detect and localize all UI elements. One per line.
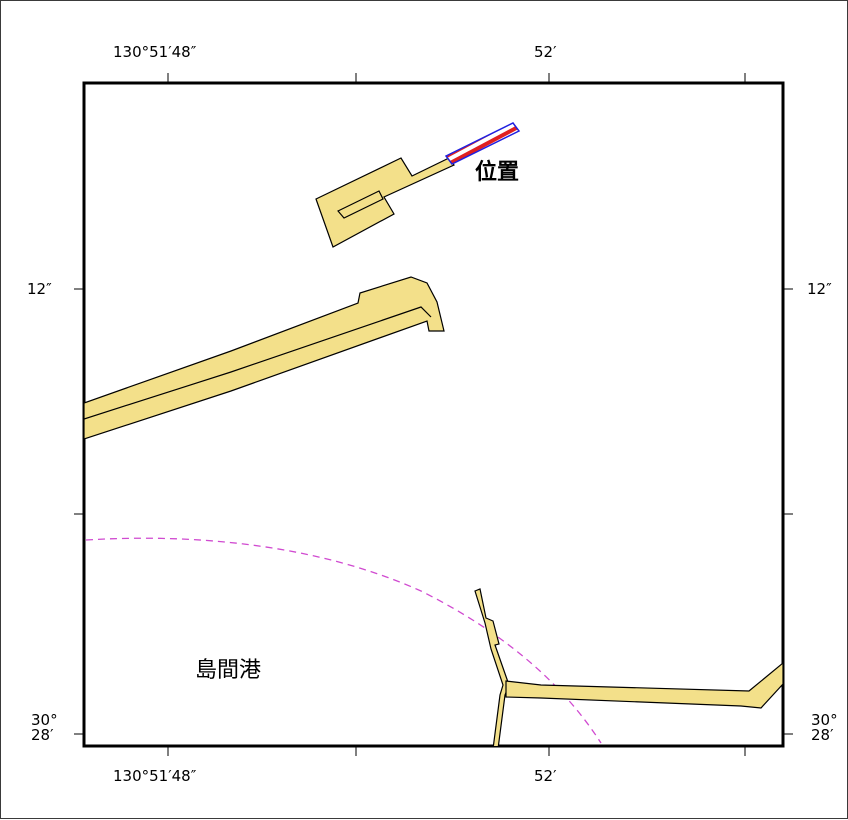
- position-label: 位置: [475, 160, 520, 185]
- upper-pier: [315, 157, 455, 248]
- long-breakwater-inner: [84, 306, 432, 420]
- coord-top-left: 130°51′48″: [113, 43, 197, 61]
- harbor-label: 島間港: [195, 658, 262, 683]
- coord-right-lower-deg: 30°: [811, 711, 838, 729]
- coord-right-lower-min: 28′: [811, 726, 834, 744]
- long-breakwater: [84, 276, 445, 440]
- lower-pier-vertical: [474, 588, 510, 746]
- tick-marks: [74, 73, 793, 756]
- coord-left-lower-min: 28′: [31, 726, 54, 744]
- map-border: [82, 81, 785, 748]
- coord-right-upper: 12″: [807, 280, 832, 298]
- coord-top-right: 52′: [534, 43, 557, 61]
- coord-bottom-right: 52′: [534, 767, 557, 785]
- boundary-dashed-line: [85, 537, 602, 744]
- position-marker: [444, 122, 521, 165]
- coord-left-upper: 12″: [27, 280, 52, 298]
- lower-pier-horizontal: [505, 662, 783, 709]
- coord-bottom-left: 130°51′48″: [113, 767, 197, 785]
- upper-pier-inner: [337, 190, 384, 219]
- coord-left-lower-deg: 30°: [31, 711, 58, 729]
